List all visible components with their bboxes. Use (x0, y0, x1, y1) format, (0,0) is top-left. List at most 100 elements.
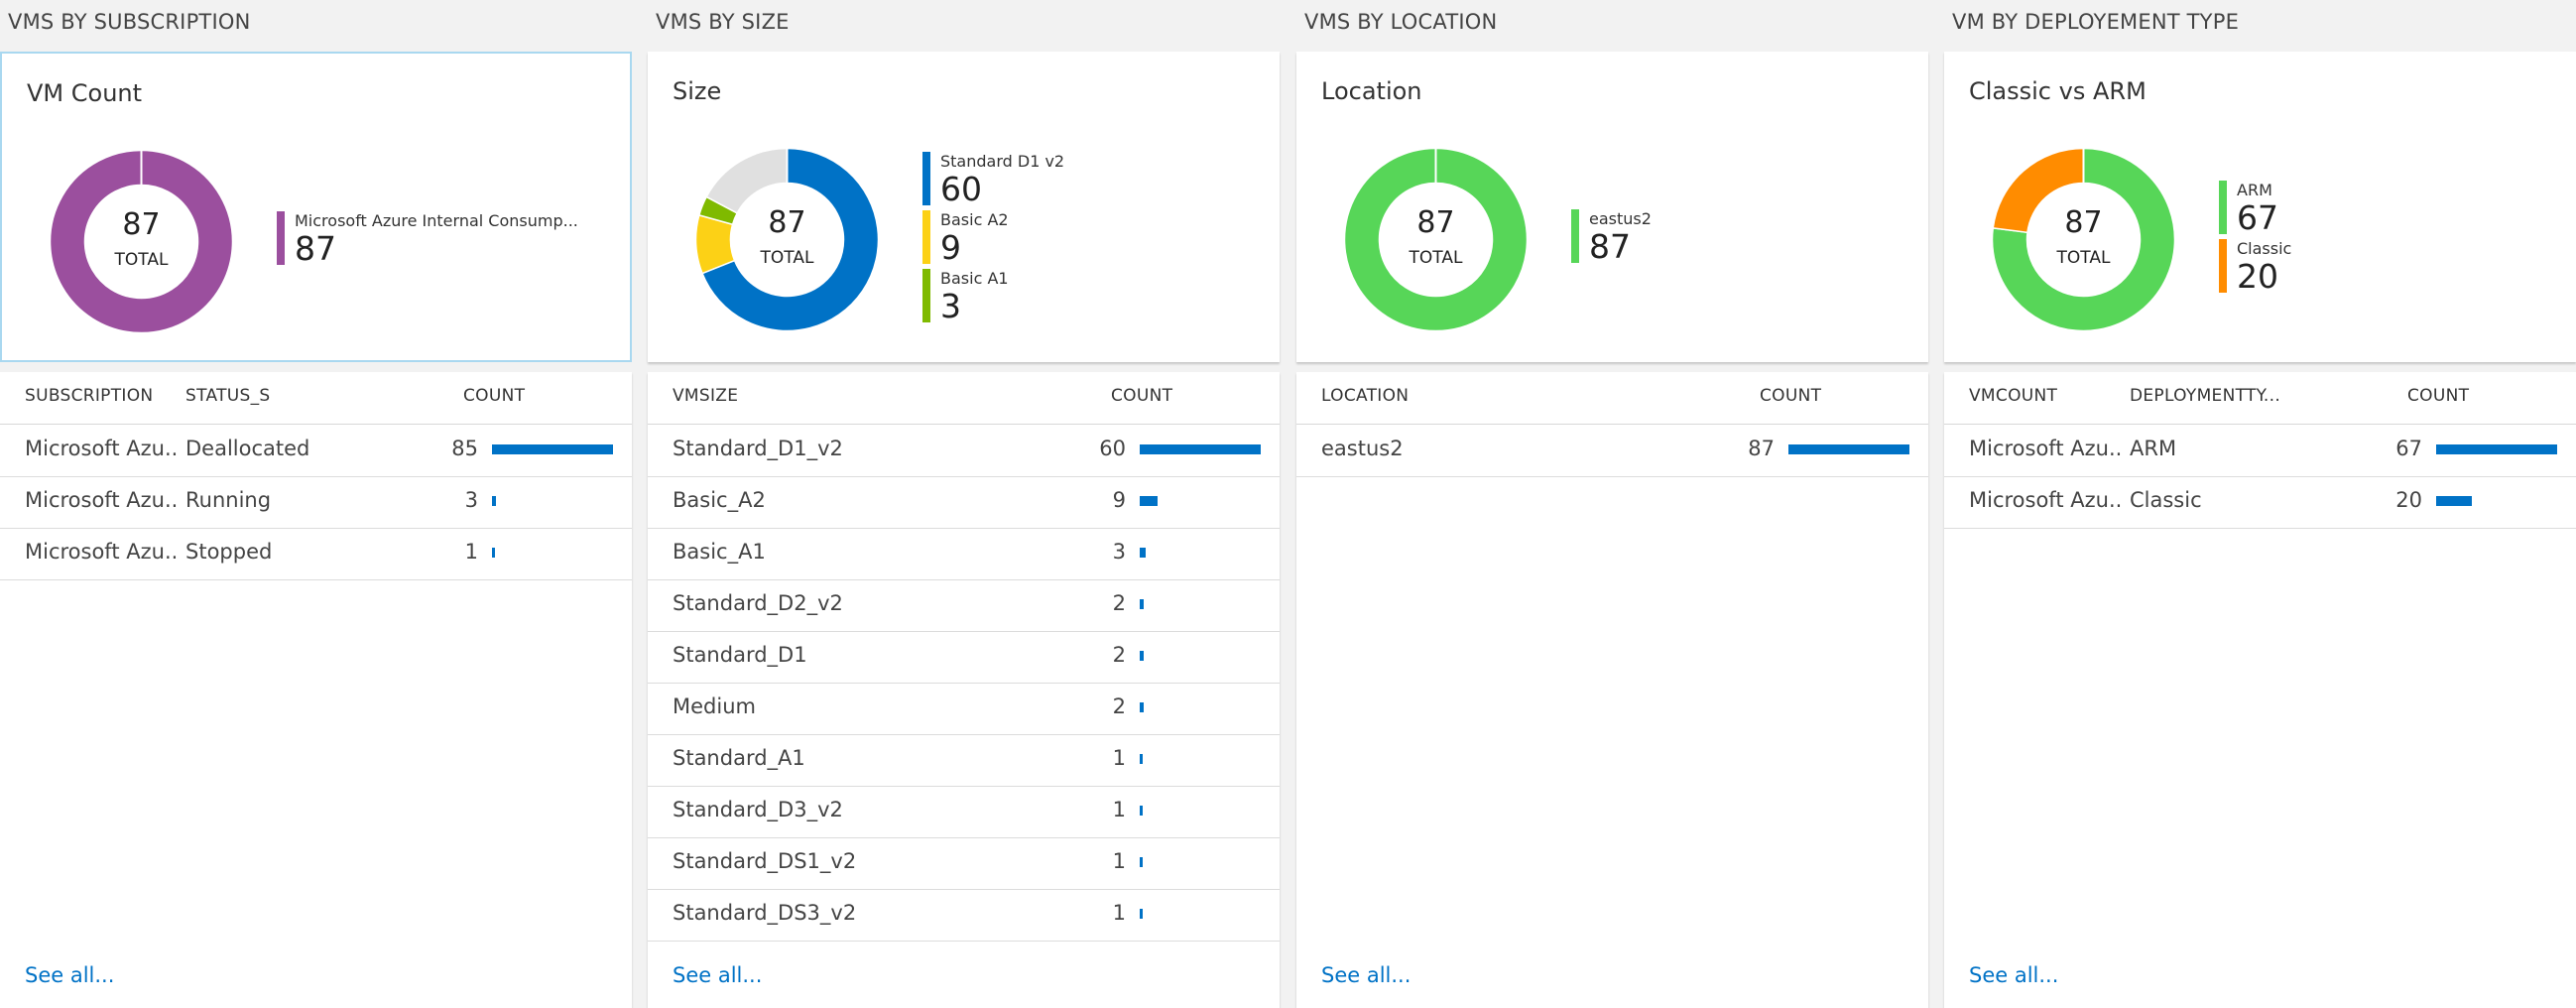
row-name: Microsoft Azu.. (25, 488, 179, 512)
table-row[interactable]: Microsoft Azu.. Classic 20 (1944, 476, 2576, 529)
count-bar (492, 444, 613, 454)
row-count: 3 (464, 488, 478, 512)
table-row[interactable]: Standard_D3_v2 1 (648, 786, 1280, 838)
legend-label: Microsoft Azure Internal Consump... (295, 211, 578, 230)
table-row[interactable]: Standard_A1 1 (648, 734, 1280, 787)
count-bar (2436, 496, 2472, 506)
legend-value: 87 (295, 229, 336, 268)
count-bar (1140, 599, 1144, 609)
divider (0, 424, 632, 425)
see-all-link[interactable]: See all... (25, 963, 115, 987)
table-row[interactable]: Standard_D2_v2 2 (648, 579, 1280, 632)
row-name: Microsoft Azu.. (25, 540, 179, 564)
column-header-status[interactable]: STATUS_S (185, 386, 271, 406)
table-row[interactable]: Microsoft Azu.. Deallocated 85 (0, 425, 632, 477)
chart-legend: eastus2 87 (1571, 209, 1913, 268)
donut-segment[interactable] (1344, 148, 1528, 331)
chart-card[interactable]: VM Count 87 TOTAL Microsoft Azure Intern… (0, 52, 632, 362)
panel-vms-by-subscription: VMS BY SUBSCRIPTION VM Count 87 TOTAL Mi… (0, 0, 632, 1008)
table-row[interactable]: Standard_D1 2 (648, 631, 1280, 684)
chart-card[interactable]: Classic vs ARM 87 TOTAL ARM 67 Classic 2… (1944, 52, 2576, 362)
column-header-vmsize[interactable]: VMSIZE (673, 386, 739, 406)
row-count: 2 (1112, 694, 1126, 718)
table-row[interactable]: Basic_A2 9 (648, 476, 1280, 529)
column-header-deploymenttype[interactable]: DEPLOYMENTTY... (2130, 386, 2281, 406)
table-row[interactable]: Basic_A1 3 (648, 528, 1280, 580)
row-count: 85 (451, 437, 478, 460)
table-row[interactable]: Standard_DS1_v2 1 (648, 837, 1280, 890)
row-secondary: Deallocated (185, 437, 310, 460)
count-bar (492, 548, 495, 558)
column-header-count[interactable]: COUNT (2407, 386, 2470, 406)
row-count: 60 (1099, 437, 1126, 460)
row-secondary: Classic (2130, 488, 2202, 512)
row-count: 3 (1112, 540, 1126, 564)
row-name: Microsoft Azu.. (1969, 437, 2123, 460)
chart-card[interactable]: Location 87 TOTAL eastus2 87 (1296, 52, 1928, 362)
donut-chart (50, 150, 233, 333)
column-header-location[interactable]: LOCATION (1321, 386, 1410, 406)
legend-label: eastus2 (1589, 209, 1652, 228)
panel-header: VMS BY SUBSCRIPTION (8, 10, 251, 34)
legend-item: Microsoft Azure Internal Consump... 87 (277, 211, 619, 270)
row-count: 2 (1112, 591, 1126, 615)
row-count: 1 (1112, 901, 1126, 925)
see-all-link[interactable]: See all... (1969, 963, 2059, 987)
legend-value: 3 (940, 287, 961, 325)
donut-center: 87 TOTAL (695, 148, 879, 331)
legend-color-bar (922, 269, 930, 322)
row-count: 1 (464, 540, 478, 564)
panel-vm-by-deployment-type: VM BY DEPLOYEMENT TYPE Classic vs ARM 87… (1944, 0, 2576, 1008)
legend-label: Standard D1 v2 (940, 152, 1065, 171)
column-header-count[interactable]: COUNT (1111, 386, 1173, 406)
table-row[interactable]: eastus2 87 (1296, 425, 1928, 477)
legend-label: Basic A1 (940, 269, 1009, 288)
table-row[interactable]: Standard_DS3_v2 1 (648, 889, 1280, 942)
chart-legend: Standard D1 v2 60 Basic A2 9 Basic A1 3 (922, 152, 1265, 327)
card-title: Classic vs ARM (1969, 77, 2147, 105)
row-name: Medium (673, 694, 756, 718)
legend-color-bar (922, 210, 930, 264)
row-name: Standard_D2_v2 (673, 591, 843, 615)
table-row[interactable]: Standard_D1_v2 60 (648, 425, 1280, 477)
table-row[interactable]: Microsoft Azu.. ARM 67 (1944, 425, 2576, 477)
legend-color-bar (1571, 209, 1579, 263)
row-secondary: Stopped (185, 540, 273, 564)
see-all-link[interactable]: See all... (1321, 963, 1411, 987)
donut-segment[interactable] (701, 148, 879, 331)
panel-header: VMS BY LOCATION (1304, 10, 1498, 34)
donut-center: 87 TOTAL (50, 150, 233, 333)
count-bar (1140, 702, 1144, 712)
count-bar (2436, 444, 2557, 454)
donut-chart (695, 148, 879, 331)
row-name: Standard_DS3_v2 (673, 901, 857, 925)
see-all-link[interactable]: See all... (673, 963, 763, 987)
legend-item: Standard D1 v2 60 (922, 152, 1265, 210)
column-header-count[interactable]: COUNT (1760, 386, 1822, 406)
donut-segment[interactable] (1992, 148, 2175, 331)
donut-segment[interactable] (50, 150, 233, 333)
chart-legend: Microsoft Azure Internal Consump... 87 (277, 211, 619, 270)
donut-chart (1344, 148, 1528, 331)
donut-total: 87 (2064, 205, 2103, 240)
chart-card[interactable]: Size 87 TOTAL Standard D1 v2 60 Basic A2… (648, 52, 1280, 362)
row-name: Basic_A1 (673, 540, 766, 564)
legend-item: eastus2 87 (1571, 209, 1913, 268)
legend-item: Basic A2 9 (922, 210, 1265, 269)
row-name: Microsoft Azu.. (25, 437, 179, 460)
row-count: 20 (2395, 488, 2422, 512)
table-row[interactable]: Microsoft Azu.. Running 3 (0, 476, 632, 529)
count-bar (492, 496, 496, 506)
legend-item: Basic A1 3 (922, 269, 1265, 327)
column-header-count[interactable]: COUNT (463, 386, 526, 406)
column-header-vmcount[interactable]: VMCOUNT (1969, 386, 2058, 406)
table-row[interactable]: Microsoft Azu.. Stopped 1 (0, 528, 632, 580)
row-name: Standard_D1 (673, 643, 807, 667)
table-row[interactable]: Medium 2 (648, 683, 1280, 735)
row-count: 9 (1112, 488, 1126, 512)
donut-total-label: TOTAL (760, 248, 814, 268)
count-bar (1788, 444, 1909, 454)
count-bar (1140, 496, 1158, 506)
donut-center: 87 TOTAL (1344, 148, 1528, 331)
column-header-subscription[interactable]: SUBSCRIPTION (25, 386, 154, 406)
